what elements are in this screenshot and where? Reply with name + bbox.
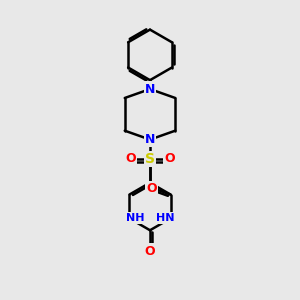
Text: O: O	[146, 182, 157, 195]
Text: O: O	[125, 152, 136, 165]
Text: NH: NH	[125, 213, 144, 224]
Text: N: N	[145, 133, 155, 146]
Text: S: S	[145, 152, 155, 166]
Text: HN: HN	[156, 213, 175, 224]
Text: O: O	[164, 152, 175, 165]
Text: O: O	[145, 244, 155, 258]
Text: N: N	[145, 82, 155, 96]
